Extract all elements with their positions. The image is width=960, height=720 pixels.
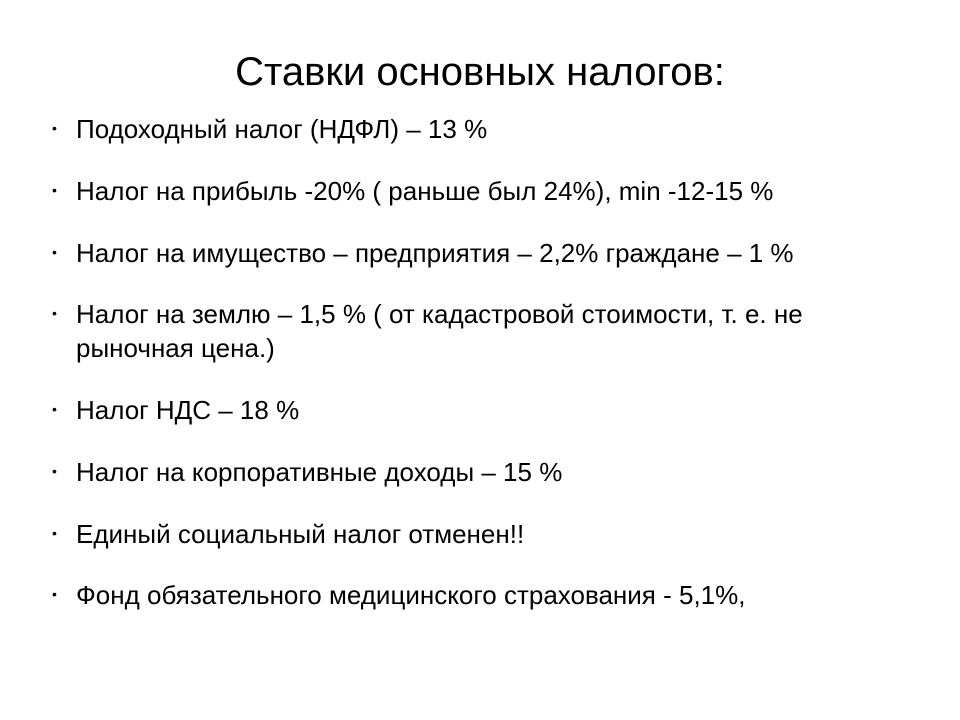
list-item: Налог на имущество – предприятия – 2,2% … [58,237,920,271]
slide-title: Ставки основных налогов: [40,50,920,95]
list-item: Подоходный налог (НДФЛ) – 13 % [58,113,920,147]
list-item: Налог НДС – 18 % [58,394,920,428]
list-item: Фонд обязательного медицинского страхова… [58,579,920,613]
list-item: Налог на корпоративные доходы – 15 % [58,456,920,490]
tax-rates-list: Подоходный налог (НДФЛ) – 13 % Налог на … [40,113,920,613]
list-item: Налог на прибыль -20% ( раньше был 24%),… [58,175,920,209]
list-item: Налог на землю – 1,5 % ( от кадастровой … [58,298,920,366]
list-item: Единый социальный налог отменен!! [58,518,920,552]
